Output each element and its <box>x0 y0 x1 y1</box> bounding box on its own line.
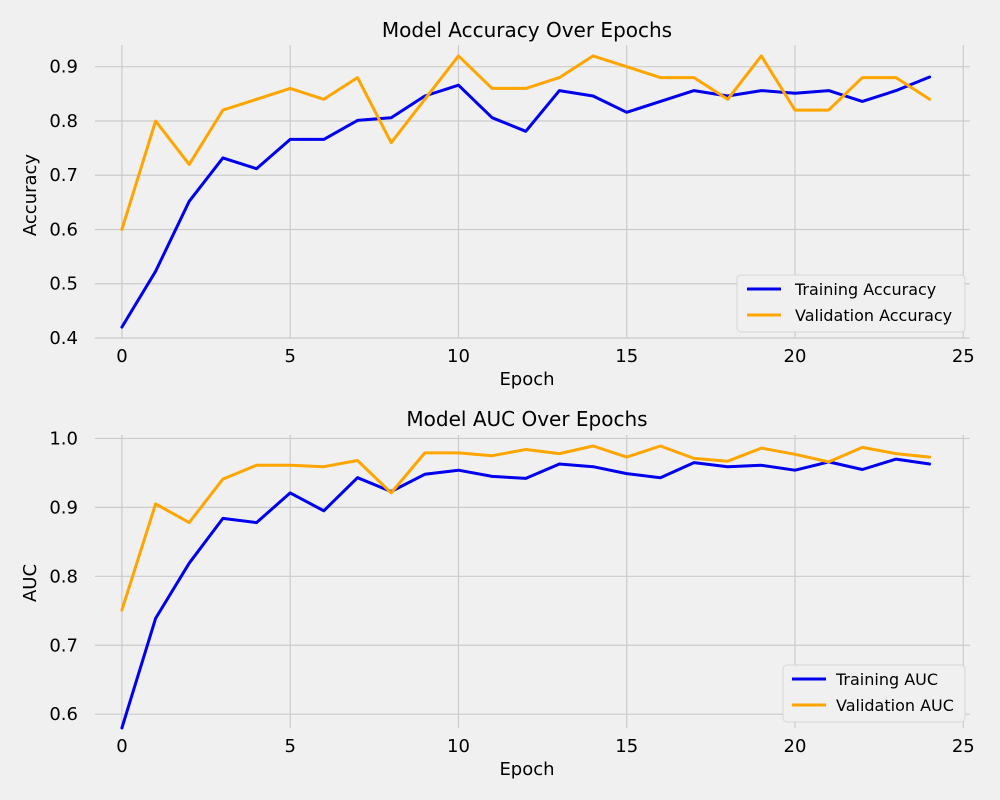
x-tick-label: 5 <box>284 736 295 757</box>
grid <box>95 435 970 728</box>
legend-label-training-accuracy: Training Accuracy <box>794 280 936 299</box>
y-axis-label: Accuracy <box>20 154 41 237</box>
x-ticks: 0 5 10 15 20 25 <box>116 346 975 367</box>
series-line-validation-accuracy <box>120 54 932 231</box>
x-tick-label: 20 <box>784 346 807 367</box>
y-tick-label: 0.6 <box>49 219 78 240</box>
legend: Training AUC Validation AUC <box>782 664 966 723</box>
chart-title: Model AUC Over Epochs <box>406 407 647 431</box>
x-tick-label: 0 <box>116 346 127 367</box>
y-tick-label: 0.7 <box>49 635 78 656</box>
series-lines <box>120 444 932 730</box>
legend-label-validation-auc: Validation AUC <box>836 696 954 715</box>
accuracy-chart: Model Accuracy Over Epochs 0 5 10 15 20 25 0.… <box>20 18 975 390</box>
y-tick-label: 0.8 <box>49 566 78 587</box>
legend-frame <box>782 664 966 723</box>
auc-chart: Model AUC Over Epochs 0 5 10 15 20 25 0.60.70… <box>20 407 975 780</box>
x-tick-label: 5 <box>284 346 295 367</box>
series-line-training-accuracy <box>120 75 932 329</box>
x-tick-label: 15 <box>615 736 638 757</box>
y-axis-label: AUC <box>20 564 41 602</box>
x-tick-label: 10 <box>447 736 470 757</box>
y-tick-label: 0.6 <box>49 704 78 725</box>
x-ticks: 0 5 10 15 20 25 <box>116 736 975 757</box>
series-line-validation-auc <box>120 444 932 612</box>
legend-label-validation-accuracy: Validation Accuracy <box>795 306 952 325</box>
x-tick-label: 10 <box>447 346 470 367</box>
y-tick-label: 0.4 <box>49 328 78 349</box>
legend-label-training-auc: Training AUC <box>835 670 938 689</box>
chart-title: Model Accuracy Over Epochs <box>382 18 672 42</box>
y-tick-label: 0.9 <box>49 57 78 78</box>
x-tick-label: 25 <box>952 346 975 367</box>
series-line-training-auc <box>120 457 932 730</box>
y-ticks: 0.6 0.7 0.8 0.9 1.0 <box>49 428 78 725</box>
y-tick-label: 0.9 <box>49 497 78 518</box>
x-axis-label: Epoch <box>499 369 554 390</box>
y-tick-label: 0.8 <box>49 111 78 132</box>
x-tick-label: 25 <box>952 736 975 757</box>
x-axis-label: Epoch <box>499 759 554 780</box>
x-tick-label: 20 <box>784 736 807 757</box>
y-ticks: 0.4 0.5 0.6 0.7 0.8 0.9 <box>49 57 78 349</box>
y-tick-label: 1.0 <box>49 428 78 449</box>
x-tick-label: 0 <box>116 736 127 757</box>
legend-frame <box>736 274 966 333</box>
x-tick-label: 15 <box>615 346 638 367</box>
y-tick-label: 0.7 <box>49 165 78 186</box>
series-lines <box>120 54 932 329</box>
legend: Training Accuracy Validation Accuracy <box>736 274 966 333</box>
y-tick-label: 0.5 <box>49 274 78 295</box>
